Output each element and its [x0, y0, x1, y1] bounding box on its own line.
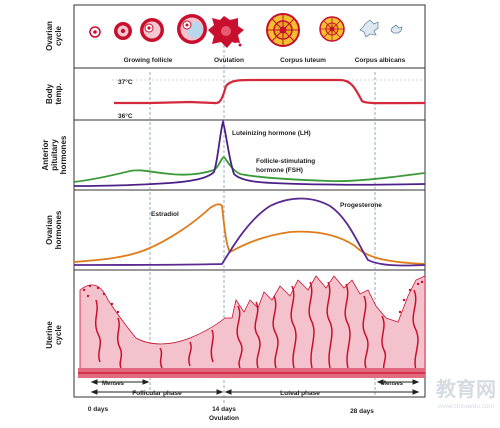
temp-label-37: 37°C: [118, 78, 133, 86]
fsh-curve: [73, 155, 426, 183]
panel-frame: [73, 4, 426, 398]
phase-label-luteal: Luteal phase: [280, 390, 320, 397]
fsh-label-line2: hormone (FSH): [256, 167, 303, 174]
uterine-endometrium: [78, 275, 426, 378]
secondary-follicle-icon: [140, 18, 164, 42]
phase-label-follicular: Follicular phase: [132, 390, 182, 397]
estradiol-label: Estradiol: [151, 211, 179, 218]
axis-label-day0: 0 days: [88, 406, 109, 413]
stage-label-growing-follicle: Growing follicle: [124, 57, 173, 64]
ovarian-follicle-stages: [89, 13, 403, 48]
row-label-pituitary: Anteriorpituitaryhormones: [41, 135, 68, 174]
primary-follicle-icon: [114, 22, 132, 40]
progesterone-label: Progesterone: [340, 202, 382, 209]
stage-label-ovulation: Ovulation: [214, 57, 244, 64]
stage-label-corpus-luteum: Corpus luteum: [280, 57, 326, 64]
row-label-body-temp: Bodytemp.: [45, 83, 63, 104]
progesterone-curve: [73, 197, 426, 267]
phase-label-menses-right: Menses: [381, 381, 404, 387]
watermark: 教育网 www.chinaedu.com: [436, 377, 496, 410]
watermark-url: www.chinaedu.com: [437, 403, 494, 410]
phase-arrows: [90, 379, 420, 395]
corpus-luteum-large-icon: [266, 13, 300, 47]
primordial-follicle-icon: [89, 26, 101, 38]
row-label-uterine: Uterinecycle: [45, 321, 63, 349]
lh-label: Luteinizing hormone (LH): [232, 130, 311, 137]
phase-label-menses-left: Menses: [102, 381, 125, 387]
endometrium-tissue: [79, 275, 426, 373]
corpus-albicans-icon: [359, 19, 403, 38]
estradiol-curve: [73, 203, 426, 265]
ruptured-follicle-icon: [208, 16, 244, 48]
temp-label-36: 36°C: [118, 112, 133, 120]
axis-label-day28: 28 days: [350, 408, 374, 415]
stage-label-corpus-albicans: Corpus albicans: [355, 57, 406, 64]
row-label-ovarian-cycle: Ovariancycle: [45, 21, 63, 51]
row-label-ovarian-hormones: Ovarianhormones: [45, 210, 63, 249]
watermark-text: 教育网: [436, 377, 496, 401]
fsh-label-line1: Follicle-stimulating: [256, 158, 315, 165]
axis-label-ovulation: Ovulation: [209, 415, 239, 422]
corpus-luteum-small-icon: [319, 16, 345, 42]
body-temperature-curve: [114, 78, 426, 105]
lh-curve: [73, 118, 426, 187]
menstrual-blood-dots: [82, 280, 424, 314]
mature-follicle-icon: [177, 14, 207, 44]
axis-label-day14: 14 days: [212, 406, 236, 413]
spiral-arteries: [94, 281, 419, 371]
